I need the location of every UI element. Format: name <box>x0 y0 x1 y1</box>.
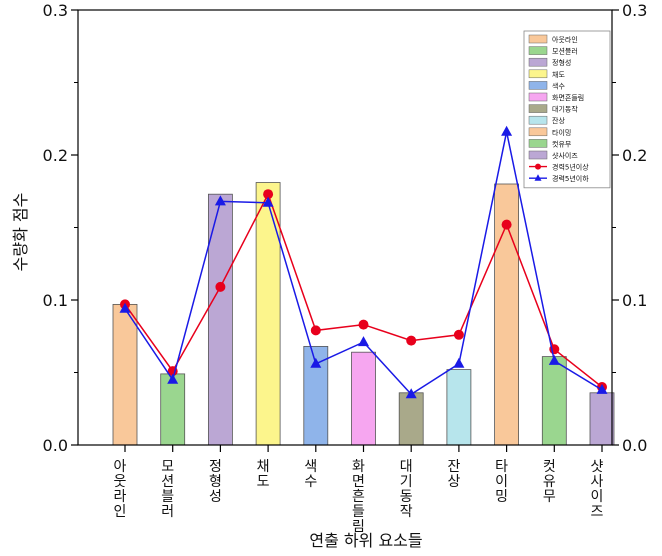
bar-7 <box>446 369 472 446</box>
category-labels: 아 웃 라 인 모 션 블 러 정 형 성 채 도 색 수 화 면 흔 들 림 대 기 동 작 잔 상 타 이 밍 컷 유 무 샷 사 이 즈 <box>114 459 604 535</box>
series-0-point-7 <box>453 329 464 340</box>
legend-label-8: 타이밍 <box>552 128 571 137</box>
legend-series-label-1: 경력5년이하 <box>552 174 589 183</box>
legend-label-2: 정형성 <box>552 58 571 67</box>
series-1-point-2 <box>214 195 226 206</box>
series-1-point-1 <box>167 373 179 384</box>
legend-marker-0 <box>535 163 541 170</box>
series-1-point-10 <box>596 383 608 394</box>
y-tick-label-right-2: 0.2 <box>622 146 647 165</box>
bar-1 <box>160 373 186 446</box>
legend-swatch-7 <box>528 115 548 125</box>
legend-swatch-5 <box>528 92 548 102</box>
legend-swatch-3 <box>528 69 548 79</box>
bar-2 <box>207 193 233 446</box>
y-tick-label-right-1: 0.1 <box>622 291 647 310</box>
x-axis-title: 연출 하위 요소들 <box>309 531 422 550</box>
y-tick-label-right-3: 0.3 <box>622 1 647 20</box>
series-0-point-8 <box>501 219 512 230</box>
legend-swatch-6 <box>528 104 548 113</box>
series-1-point-5 <box>358 336 369 347</box>
legend-swatch-0 <box>528 34 548 44</box>
series-0-point-2 <box>215 281 226 292</box>
legend-label-1: 모션블러 <box>552 47 578 56</box>
legend-label-9: 컷유무 <box>552 139 572 148</box>
series-0-point-4 <box>310 325 321 336</box>
y-tick-label-left-1: 0.1 <box>43 291 68 310</box>
series-1-point-6 <box>405 388 417 399</box>
series-1-point-4 <box>310 357 322 368</box>
legend-swatch-4 <box>528 81 548 90</box>
legend-swatch-10 <box>528 150 548 160</box>
series-1-point-9 <box>548 354 560 365</box>
series-0-point-5 <box>358 319 369 330</box>
legend-label-4: 색수 <box>552 81 565 90</box>
series-0-point-6 <box>406 335 417 346</box>
legend-swatch-8 <box>528 127 548 137</box>
bar-10 <box>589 392 615 446</box>
legend-label-7: 잔상 <box>552 116 565 125</box>
legend-marker-1 <box>534 174 542 181</box>
legend-swatch-9 <box>528 139 548 148</box>
y-tick-label-left-0: 0.0 <box>43 436 68 455</box>
y-axis-title: 수량화 점수 <box>11 193 30 272</box>
bar-0 <box>112 303 138 446</box>
y-tick-label-left-2: 0.2 <box>43 146 68 165</box>
series-1-point-7 <box>453 357 465 368</box>
series-1-point-3 <box>262 196 274 207</box>
legend-label-6: 대기동작 <box>552 105 578 114</box>
legend-label-5: 화면흔들림 <box>552 93 584 102</box>
legend: 아웃라인모션블러정형성채도색수화면흔들림대기동작잔상타이밍컷유무샷사이즈경력5년… <box>523 30 611 189</box>
ticks-layer: 0.0 0.0 0.1 0.1 0.2 0.2 0.3 0.3 <box>43 1 648 455</box>
bar-5 <box>351 351 376 446</box>
bar-9 <box>541 356 567 446</box>
series-1-point-8 <box>501 125 513 136</box>
legend-swatch-1 <box>528 46 548 55</box>
legend-label-10: 샷사이즈 <box>552 151 578 160</box>
bar-6 <box>398 392 424 446</box>
legend-label-0: 아웃라인 <box>552 35 578 44</box>
y-tick-label-left-3: 0.3 <box>43 1 68 20</box>
series-0-point-3 <box>263 189 274 200</box>
legend-series-label-0: 경력5년이상 <box>552 163 589 172</box>
lines-layer <box>119 125 608 399</box>
bar-3 <box>255 182 281 446</box>
series-1-point-0 <box>119 302 131 313</box>
legend-swatch-2 <box>528 57 548 67</box>
y-tick-label-right-0: 0.0 <box>622 436 647 455</box>
legend-label-3: 채도 <box>552 70 565 79</box>
